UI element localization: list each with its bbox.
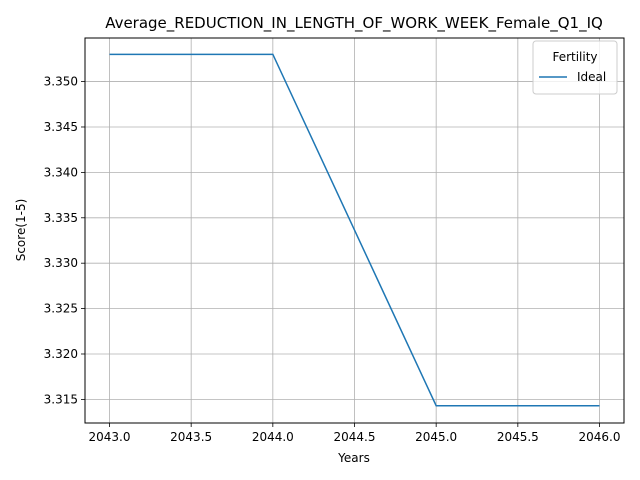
x-tick-label: 2045.5 bbox=[497, 430, 539, 444]
series-line-ideal bbox=[109, 53, 600, 407]
legend-entry-label: Ideal bbox=[577, 70, 606, 84]
series-layer bbox=[109, 53, 600, 407]
x-tick-label: 2044.5 bbox=[334, 430, 376, 444]
y-tick-label: 3.345 bbox=[44, 120, 78, 134]
ticks: 2043.0 2043.5 2044.0 2044.5 2045.0 2045.5 2046… bbox=[44, 75, 621, 444]
legend-title: Fertility bbox=[552, 50, 597, 64]
y-tick-label: 3.350 bbox=[44, 75, 78, 89]
y-tick-label: 3.340 bbox=[44, 165, 78, 179]
chart-title: Average_REDUCTION_IN_LENGTH_OF_WORK_WEEK… bbox=[105, 14, 603, 33]
legend: Fertility Ideal bbox=[532, 40, 618, 95]
x-tick-label: 2043.5 bbox=[170, 430, 212, 444]
y-tick-label: 3.320 bbox=[44, 347, 78, 361]
x-axis-label: Years bbox=[337, 451, 370, 465]
y-tick-label: 3.335 bbox=[44, 211, 78, 225]
y-tick-label: 3.315 bbox=[44, 392, 78, 406]
x-tick-label: 2045.0 bbox=[415, 430, 457, 444]
x-tick-label: 2044.0 bbox=[252, 430, 294, 444]
grid bbox=[85, 38, 624, 423]
x-tick-label: 2043.0 bbox=[89, 430, 131, 444]
legend-box bbox=[532, 40, 618, 95]
y-tick-label: 3.330 bbox=[44, 256, 78, 270]
y-axis-label: Score(1-5) bbox=[14, 199, 28, 262]
y-tick-label: 3.325 bbox=[44, 302, 78, 316]
x-tick-label: 2046.0 bbox=[579, 430, 621, 444]
